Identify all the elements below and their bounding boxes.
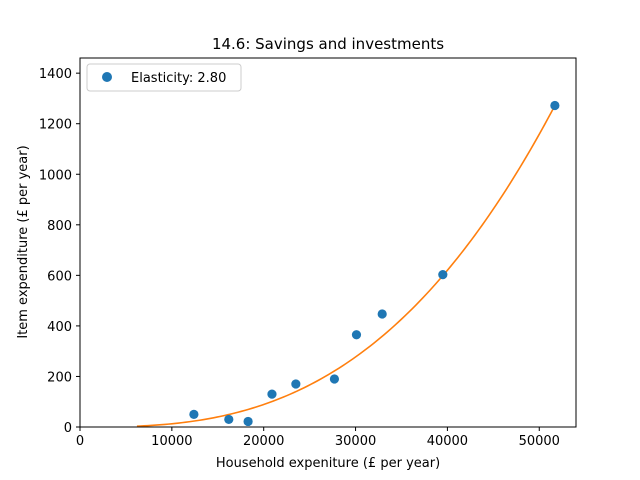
x-tick-label: 10000 xyxy=(151,434,192,449)
y-tick-label: 800 xyxy=(47,219,72,234)
y-tick-label: 400 xyxy=(47,320,72,335)
data-point xyxy=(377,309,387,319)
y-tick-label: 1200 xyxy=(39,118,72,133)
x-tick-label: 40000 xyxy=(427,434,468,449)
x-tick-label: 20000 xyxy=(243,434,284,449)
x-axis-label: Household expeniture (£ per year) xyxy=(216,456,440,471)
data-point xyxy=(224,414,234,425)
x-tick-label: 50000 xyxy=(519,434,560,449)
x-tick-label: 0 xyxy=(76,434,84,449)
data-point xyxy=(438,269,448,280)
plot-area xyxy=(79,57,577,428)
legend: Elasticity: 2.80 xyxy=(86,63,242,92)
data-point xyxy=(351,330,362,340)
data-point xyxy=(329,374,340,384)
data-point xyxy=(189,409,199,419)
data-point xyxy=(267,389,277,399)
y-axis: 0 200 400 600 800 1000 1200 1400 xyxy=(39,67,80,436)
data-point xyxy=(243,416,253,427)
y-axis-label: Item expenditure (£ per year) xyxy=(16,145,31,338)
data-point xyxy=(291,379,301,389)
plot-border xyxy=(79,57,577,428)
fit-line xyxy=(136,105,556,427)
y-tick-label: 600 xyxy=(47,269,72,284)
x-tick-label: 30000 xyxy=(335,434,376,449)
points-layer xyxy=(189,100,560,427)
y-tick-label: 1000 xyxy=(39,168,72,183)
chart-title: 14.6: Savings and investments xyxy=(212,35,444,53)
legend-marker xyxy=(102,72,112,82)
x-axis: 0 10000 20000 30000 40000 50000 xyxy=(76,427,560,449)
legend-box xyxy=(86,63,242,92)
fit-line-layer xyxy=(136,105,556,427)
y-tick-label: 200 xyxy=(47,370,72,385)
data-point xyxy=(550,100,560,111)
legend-label: Elasticity: 2.80 xyxy=(131,71,226,86)
y-tick-label: 0 xyxy=(64,421,72,436)
plot-frame xyxy=(80,58,576,427)
y-tick-label: 1400 xyxy=(39,67,72,82)
